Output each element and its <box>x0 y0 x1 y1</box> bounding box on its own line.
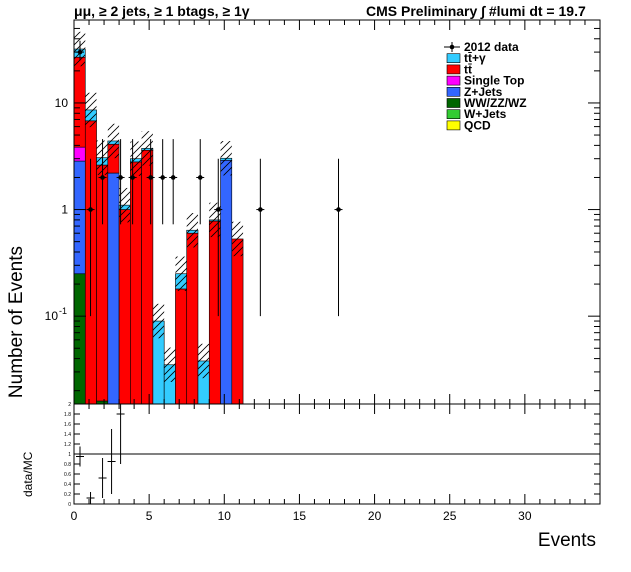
ratio-plot-panel: 0 0.2 0.4 0.6 0.8 1 1.2 1.4 1.6 1.8 2 0 5 10 15 20 25 30… <box>21 402 601 523</box>
bar-2-0 <box>73 273 86 405</box>
left-title: μμ, ≥ 2 jets, ≥ 1 btags, ≥ 1γ <box>74 3 250 19</box>
ratio-xlabel-1: 5 <box>146 509 153 523</box>
ratio-ylabel-10: 2 <box>68 402 71 408</box>
ratio-ylabel-1: 0.2 <box>64 492 71 498</box>
ratio-ylabel-6: 1.2 <box>64 442 71 448</box>
legend-swatch-3 <box>446 87 461 97</box>
data-point-2 <box>100 175 105 180</box>
ratio-xlabel-6: 30 <box>518 509 532 523</box>
data-point-0 <box>77 49 83 55</box>
legend-swatch-6 <box>446 53 461 64</box>
ratio-ylabel-9: 1.8 <box>64 412 71 418</box>
x-axis-title: Events <box>538 530 596 551</box>
legend-label-4: Single Top <box>464 74 524 88</box>
main-ylabel-1: 1 <box>61 203 68 217</box>
data-point-1 <box>88 207 93 212</box>
legend-label-6: tt̄+γ <box>464 51 486 65</box>
legend-label-2: WW/ZZ/WZ <box>464 96 527 110</box>
legend-label-1: W+Jets <box>464 107 507 121</box>
ratio-xlabel-5: 25 <box>443 509 457 523</box>
unc-band-12 <box>209 202 221 238</box>
data-point-9 <box>215 207 221 212</box>
main-ylabel-0: 10 <box>45 309 59 323</box>
data-point-10 <box>258 207 263 212</box>
ratio-ylabel-5: 1 <box>68 452 71 458</box>
legend-label-0: QCD <box>464 118 491 132</box>
ratio-xlabel-3: 15 <box>293 509 307 523</box>
unc-band-13 <box>220 141 232 176</box>
legend-swatch-0 <box>446 120 461 131</box>
legend-label-3: Z+Jets <box>464 85 503 99</box>
unc-band-11 <box>197 343 210 379</box>
bar-5-4 <box>118 209 131 405</box>
unc-band-10 <box>186 213 198 248</box>
main-ylabel-exp-0: -1 <box>59 306 67 316</box>
ratio-ylabel-4: 0.8 <box>64 462 71 468</box>
bar-3-0 <box>73 160 86 275</box>
legend-label-data: 2012 data <box>464 40 519 54</box>
bar-3-3 <box>107 172 120 405</box>
unc-band-7 <box>152 303 165 339</box>
ratio-xlabel-0: 0 <box>71 509 78 523</box>
data-point-8 <box>197 175 203 180</box>
data-point-6 <box>160 175 165 180</box>
unc-band-3 <box>107 123 120 159</box>
data-point-7 <box>170 175 176 180</box>
data-point-3 <box>118 175 123 180</box>
bar-5-12 <box>208 220 221 405</box>
ratio-ylabel-3: 0.6 <box>64 472 71 478</box>
legend-swatch-5 <box>446 64 461 75</box>
bar-5-5 <box>130 161 142 405</box>
main-x-ticks <box>73 20 601 404</box>
unc-band-6 <box>141 131 153 166</box>
ratio-points <box>76 404 125 504</box>
unc-band-9 <box>175 256 187 291</box>
legend-label-5: tt̄ <box>464 62 472 76</box>
ratio-ylabel-7: 1.4 <box>64 432 71 438</box>
bar-5-6 <box>141 149 154 405</box>
bar-5-10 <box>186 232 199 405</box>
unc-band-8 <box>164 347 176 382</box>
bar-3-13 <box>220 159 233 405</box>
ratio-ylabel-2: 0.4 <box>64 482 71 488</box>
data-point-4 <box>130 175 135 180</box>
ratio-y-ticks: 0 0.2 0.4 0.6 0.8 1 1.2 1.4 1.6 1.8 2 <box>64 402 600 508</box>
ratio-x-ticks: 0 5 10 15 20 25 30 <box>71 404 601 523</box>
legend-swatch-2 <box>446 98 461 108</box>
main-ylabel-2: 10 <box>55 96 69 110</box>
data-points <box>76 40 343 317</box>
bar-5-9 <box>175 288 188 405</box>
y-axis-title: Number of Events <box>6 246 27 398</box>
ratio-xlabel-2: 10 <box>218 509 232 523</box>
right-title: CMS Preliminary ∫ #lumi dt = 19.7 <box>366 3 586 20</box>
legend-marker-data <box>449 44 455 50</box>
ratio-xlabel-4: 20 <box>368 509 382 523</box>
unc-band-1 <box>85 92 97 128</box>
unc-band-5 <box>130 141 142 176</box>
bar-5-14 <box>231 238 244 405</box>
ratio-ylabel-8: 1.6 <box>64 422 71 428</box>
data-point-11 <box>336 207 341 212</box>
ratio-y-axis-title: data/MC <box>21 451 35 497</box>
ratio-ylabel-0: 0 <box>68 502 71 508</box>
legend-swatch-4 <box>446 75 461 86</box>
unc-band-14 <box>231 221 244 257</box>
legend-swatch-1 <box>446 109 461 119</box>
data-point-5 <box>148 175 153 180</box>
unc-band-4 <box>119 187 131 223</box>
